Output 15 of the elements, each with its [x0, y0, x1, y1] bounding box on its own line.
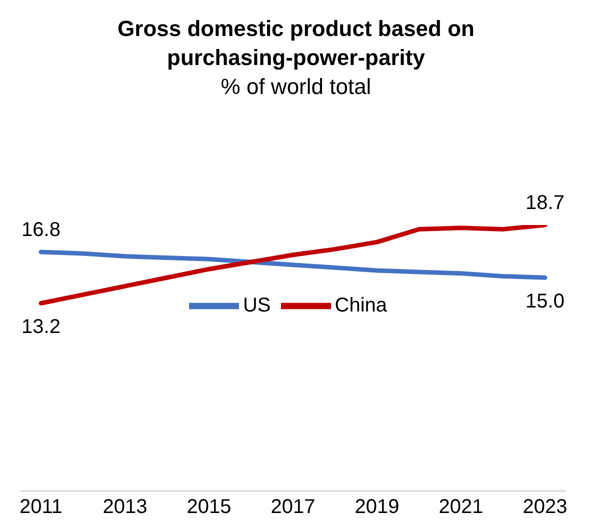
x-tick-label: 2015 — [186, 496, 232, 518]
x-tick-label: 2019 — [354, 496, 400, 518]
x-tick-label: 2013 — [102, 496, 148, 518]
chart-subtitle: % of world total — [220, 73, 372, 101]
legend-label: China — [334, 294, 388, 316]
x-tick-label: 2021 — [438, 496, 484, 518]
data-label: 18.7 — [526, 192, 564, 214]
legend-label: US — [242, 294, 271, 316]
x-tick-label: 2011 — [19, 496, 63, 518]
chart-title: Gross domestic product based on purchasing-power-parity — [116, 15, 476, 72]
data-label: 15.0 — [526, 290, 564, 313]
x-tick-label: 2023 — [522, 496, 568, 518]
data-label: 16.8 — [22, 219, 60, 242]
x-tick-label: 2017 — [270, 496, 316, 518]
data-label: 13.2 — [22, 316, 60, 338]
